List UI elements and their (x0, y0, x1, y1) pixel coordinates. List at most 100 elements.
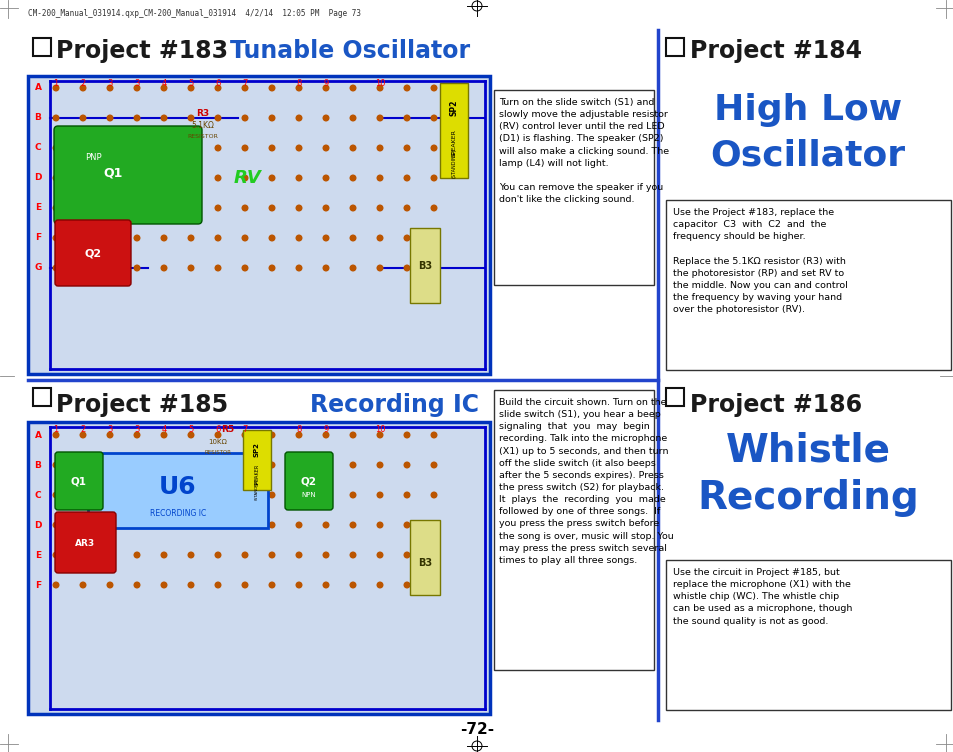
Text: 5: 5 (188, 426, 193, 435)
Text: D: D (34, 174, 42, 183)
Text: Project #185: Project #185 (56, 393, 228, 417)
Text: Q1: Q1 (103, 166, 123, 180)
Text: 8: 8 (296, 80, 301, 89)
Text: 2: 2 (80, 426, 86, 435)
Circle shape (107, 462, 112, 468)
Circle shape (376, 145, 382, 151)
Circle shape (404, 582, 410, 588)
Text: C: C (34, 144, 41, 153)
Circle shape (431, 432, 436, 438)
Text: Turn on the slide switch (S1) and
slowly move the adjustable resistor
(RV) contr: Turn on the slide switch (S1) and slowly… (498, 98, 668, 205)
Circle shape (404, 175, 410, 180)
Circle shape (376, 85, 382, 91)
Circle shape (134, 432, 140, 438)
Circle shape (188, 462, 193, 468)
Circle shape (376, 175, 382, 180)
Text: RECORDING IC: RECORDING IC (150, 508, 206, 517)
Circle shape (80, 85, 86, 91)
Circle shape (295, 432, 301, 438)
Text: B3: B3 (417, 261, 432, 271)
Circle shape (188, 582, 193, 588)
Circle shape (323, 582, 329, 588)
Circle shape (376, 235, 382, 241)
Circle shape (161, 115, 167, 121)
Circle shape (404, 145, 410, 151)
Circle shape (431, 85, 436, 91)
Circle shape (376, 115, 382, 121)
Circle shape (431, 115, 436, 121)
Bar (665, 388, 683, 406)
Circle shape (431, 235, 436, 241)
Circle shape (53, 85, 59, 91)
Text: PNP: PNP (85, 153, 101, 162)
Circle shape (431, 582, 436, 588)
Circle shape (404, 493, 410, 498)
FancyBboxPatch shape (55, 220, 131, 286)
Circle shape (242, 432, 248, 438)
Circle shape (323, 145, 329, 151)
Circle shape (107, 85, 112, 91)
Circle shape (431, 175, 436, 180)
Circle shape (295, 205, 301, 211)
Circle shape (215, 552, 220, 558)
Text: 9: 9 (323, 80, 328, 89)
Circle shape (269, 493, 274, 498)
Circle shape (161, 432, 167, 438)
Circle shape (215, 432, 220, 438)
Text: 3: 3 (134, 80, 139, 89)
Circle shape (242, 552, 248, 558)
Text: U6: U6 (159, 475, 196, 499)
Circle shape (215, 115, 220, 121)
Text: Recording: Recording (697, 479, 918, 517)
Circle shape (323, 175, 329, 180)
Circle shape (53, 175, 59, 180)
Text: Whistle: Whistle (724, 431, 889, 469)
FancyBboxPatch shape (54, 126, 202, 224)
Circle shape (376, 205, 382, 211)
FancyBboxPatch shape (55, 512, 116, 573)
Text: 3: 3 (107, 426, 112, 435)
Text: SP2: SP2 (449, 100, 458, 117)
Text: 6: 6 (215, 426, 220, 435)
Text: A: A (34, 430, 42, 439)
Circle shape (188, 552, 193, 558)
Circle shape (215, 582, 220, 588)
Text: 1: 1 (53, 426, 58, 435)
Text: Recording IC: Recording IC (310, 393, 478, 417)
Text: Oscillator: Oscillator (710, 138, 904, 172)
Circle shape (350, 582, 355, 588)
Circle shape (161, 522, 167, 528)
Circle shape (188, 522, 193, 528)
Circle shape (350, 145, 355, 151)
Circle shape (295, 85, 301, 91)
Text: RESISTOR: RESISTOR (204, 450, 232, 456)
Text: 3: 3 (107, 80, 112, 89)
Text: 4: 4 (161, 426, 167, 435)
Circle shape (431, 493, 436, 498)
Circle shape (53, 265, 59, 271)
FancyBboxPatch shape (285, 452, 333, 510)
Circle shape (161, 462, 167, 468)
Circle shape (215, 145, 220, 151)
Bar (33, 388, 51, 406)
Bar (665, 560, 950, 710)
Text: F: F (35, 581, 41, 590)
Circle shape (53, 235, 59, 241)
Circle shape (80, 265, 86, 271)
Text: 5.1KΩ: 5.1KΩ (192, 122, 214, 131)
Circle shape (188, 85, 193, 91)
Text: 1: 1 (53, 80, 58, 89)
Circle shape (188, 175, 193, 180)
Circle shape (323, 522, 329, 528)
Text: SP2: SP2 (253, 443, 260, 457)
Circle shape (134, 145, 140, 151)
Circle shape (80, 175, 86, 180)
Circle shape (242, 522, 248, 528)
Bar (28, 422, 490, 714)
Circle shape (215, 522, 220, 528)
Circle shape (323, 552, 329, 558)
Text: RESISTOR: RESISTOR (188, 135, 218, 140)
Text: R5: R5 (221, 426, 234, 435)
Circle shape (295, 582, 301, 588)
Circle shape (295, 175, 301, 180)
